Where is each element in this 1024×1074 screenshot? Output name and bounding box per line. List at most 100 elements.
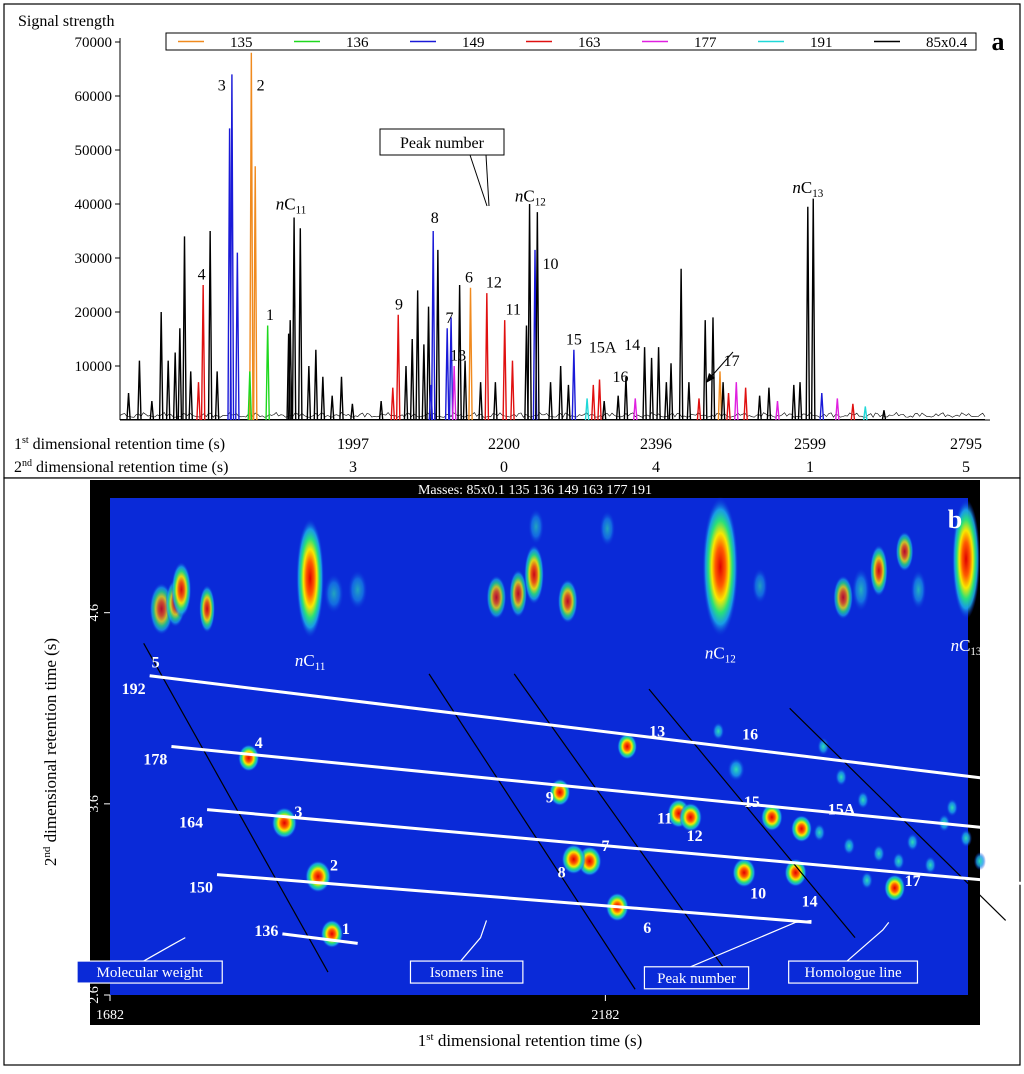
y-tick-label: 40000 — [75, 197, 113, 213]
faint-spot — [856, 791, 869, 810]
chromatogram-peak — [678, 268, 684, 421]
faint-spot — [872, 844, 885, 863]
heatmap-spot — [599, 510, 616, 547]
peak-spot — [238, 744, 260, 772]
xrow2-tick: 1 — [806, 459, 814, 476]
alkane-label: nC13 — [951, 636, 982, 658]
y-tick-label: 30000 — [75, 251, 113, 267]
molecular-weight-label: 164 — [179, 815, 203, 832]
chromatogram-peak — [850, 403, 856, 421]
heatmap-spot — [751, 567, 768, 604]
alkane-label: nC12 — [515, 186, 546, 208]
peak-spot — [617, 733, 638, 760]
heatmap-spot — [833, 575, 854, 620]
peak-label: 10 — [543, 256, 559, 273]
legend-label: 149 — [462, 35, 485, 51]
alkane-label: nC11 — [276, 194, 306, 216]
chromatogram-peak — [668, 363, 674, 421]
homologue-line — [216, 873, 812, 924]
chromatogram-peak — [415, 290, 420, 421]
peak-label: 12 — [486, 275, 502, 292]
molecular-weight-label: 136 — [254, 923, 278, 940]
alkane-label: nC13 — [792, 178, 823, 200]
peak-number-label: 12 — [687, 828, 703, 845]
chromatogram-peak — [601, 401, 607, 421]
peak-label: 3 — [218, 78, 226, 95]
chromatogram-peak — [229, 74, 235, 421]
callout-leader-2 — [485, 154, 490, 207]
chromatogram-peak — [863, 406, 868, 421]
y-tick-label: 4.6 — [87, 604, 102, 622]
panel-a-x-ticks: 1st dimensional retention time (s) 1997 … — [14, 435, 982, 476]
xrow1-tick: 2795 — [950, 436, 982, 453]
chromatogram-peak — [182, 236, 187, 421]
chromatogram-peak — [214, 371, 220, 421]
chromatogram-peak — [448, 317, 454, 421]
chromatogram-peak — [571, 349, 577, 421]
chromatogram-peak — [462, 360, 468, 421]
callout-leader — [690, 919, 812, 968]
y-tick-label: 3.6 — [87, 795, 102, 813]
x-tick-label: 2182 — [591, 1008, 619, 1023]
chromatogram-peak — [484, 293, 490, 421]
peak-label: 1 — [266, 307, 274, 324]
arrow-line — [709, 351, 734, 379]
chromatogram-peak — [158, 311, 164, 421]
chromatogram-peak — [632, 398, 638, 421]
heatmap-spot — [347, 569, 368, 610]
xrow1-tick: 2396 — [640, 436, 672, 453]
chromatogram-peak — [623, 376, 629, 421]
chromatogram-peak — [313, 349, 319, 421]
faint-spot — [946, 798, 959, 817]
peak-label: 13 — [450, 348, 466, 365]
chromatogram-peak — [306, 365, 312, 421]
chromatogram-peak — [493, 382, 498, 421]
x-tick-label: 1682 — [96, 1008, 124, 1023]
peak-number-label: 14 — [802, 894, 818, 911]
xrow2-tick: 5 — [962, 459, 970, 476]
chromatogram-peak — [177, 328, 183, 421]
heatmap-spot — [199, 584, 216, 633]
peak-label: 2 — [257, 78, 265, 95]
callout-leader — [460, 920, 488, 962]
callout-box — [643, 966, 750, 990]
isomer-line — [428, 673, 636, 990]
peak-number-label: 7 — [602, 838, 610, 855]
peak-spot — [679, 802, 703, 832]
y-tick-label: 2.6 — [87, 986, 102, 1004]
callout-text: Homologue line — [805, 965, 902, 981]
homologue-line — [149, 674, 1006, 783]
chromatogram-peak — [805, 206, 811, 421]
chromatogram-peak — [810, 198, 816, 421]
chromatogram-peak — [791, 384, 797, 421]
chromatogram-peak — [558, 365, 563, 421]
chromatogram-peak — [797, 382, 803, 421]
peak-label: 6 — [465, 269, 473, 286]
chromatogram-peak — [535, 212, 540, 421]
chromatogram-peak — [200, 284, 206, 421]
panel-b: Masses: 85x0.1 135 136 149 163 177 191 1… — [3, 477, 1024, 1066]
chromatogram-peak — [196, 382, 201, 421]
chromatogram-peak — [717, 371, 723, 421]
chromatogram-peak — [775, 401, 780, 421]
noise-trace — [119, 412, 986, 420]
panel-a: Signal strength a 1000020000300004000050… — [3, 3, 1021, 479]
legend-label: 191 — [810, 35, 833, 51]
chromatogram-peak — [339, 376, 344, 421]
callout-text: Molecular weight — [97, 965, 204, 981]
chromatogram-peak — [249, 52, 254, 421]
heatmap-spot — [323, 573, 344, 614]
chromatogram-peak — [457, 284, 462, 421]
molecular-weight-label: 178 — [143, 752, 167, 769]
faint-spot — [924, 856, 937, 875]
y-tick-label: 50000 — [75, 143, 113, 159]
chromatogram-peak — [656, 347, 661, 421]
legend-label: 135 — [230, 35, 253, 51]
legend-label: 85x0.4 — [926, 35, 968, 51]
chromatogram-peak — [329, 395, 335, 421]
peak-number-label: 16 — [742, 726, 758, 743]
heatmap-spot — [528, 508, 545, 545]
